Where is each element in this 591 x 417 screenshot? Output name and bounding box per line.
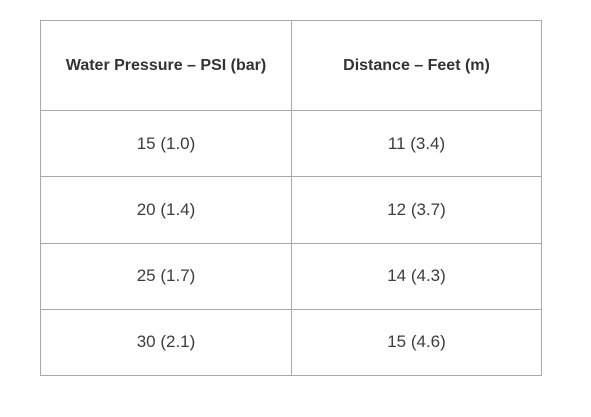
table-header: Water Pressure – PSI (bar) Distance – Fe… [40,20,542,111]
cell-distance: 12 (3.7) [291,176,542,244]
cell-distance: 15 (4.6) [291,308,542,377]
table-row: 20 (1.4) 12 (3.7) [40,176,542,244]
table-row: 25 (1.7) 14 (4.3) [40,242,542,310]
pressure-distance-table: Water Pressure – PSI (bar) Distance – Fe… [40,20,542,377]
cell-pressure: 30 (2.1) [40,308,292,377]
cell-distance: 11 (3.4) [291,109,542,178]
cell-pressure: 20 (1.4) [40,176,292,244]
table-row: 30 (2.1) 15 (4.6) [40,308,542,377]
header-distance: Distance – Feet (m) [291,20,542,111]
cell-pressure: 25 (1.7) [40,242,292,310]
header-water-pressure: Water Pressure – PSI (bar) [40,20,292,111]
cell-distance: 14 (4.3) [291,242,542,310]
cell-pressure: 15 (1.0) [40,109,292,178]
table-row: 15 (1.0) 11 (3.4) [40,109,542,178]
header-row: Water Pressure – PSI (bar) Distance – Fe… [40,20,542,111]
table-body: 15 (1.0) 11 (3.4) 20 (1.4) 12 (3.7) 25 (… [40,109,542,377]
